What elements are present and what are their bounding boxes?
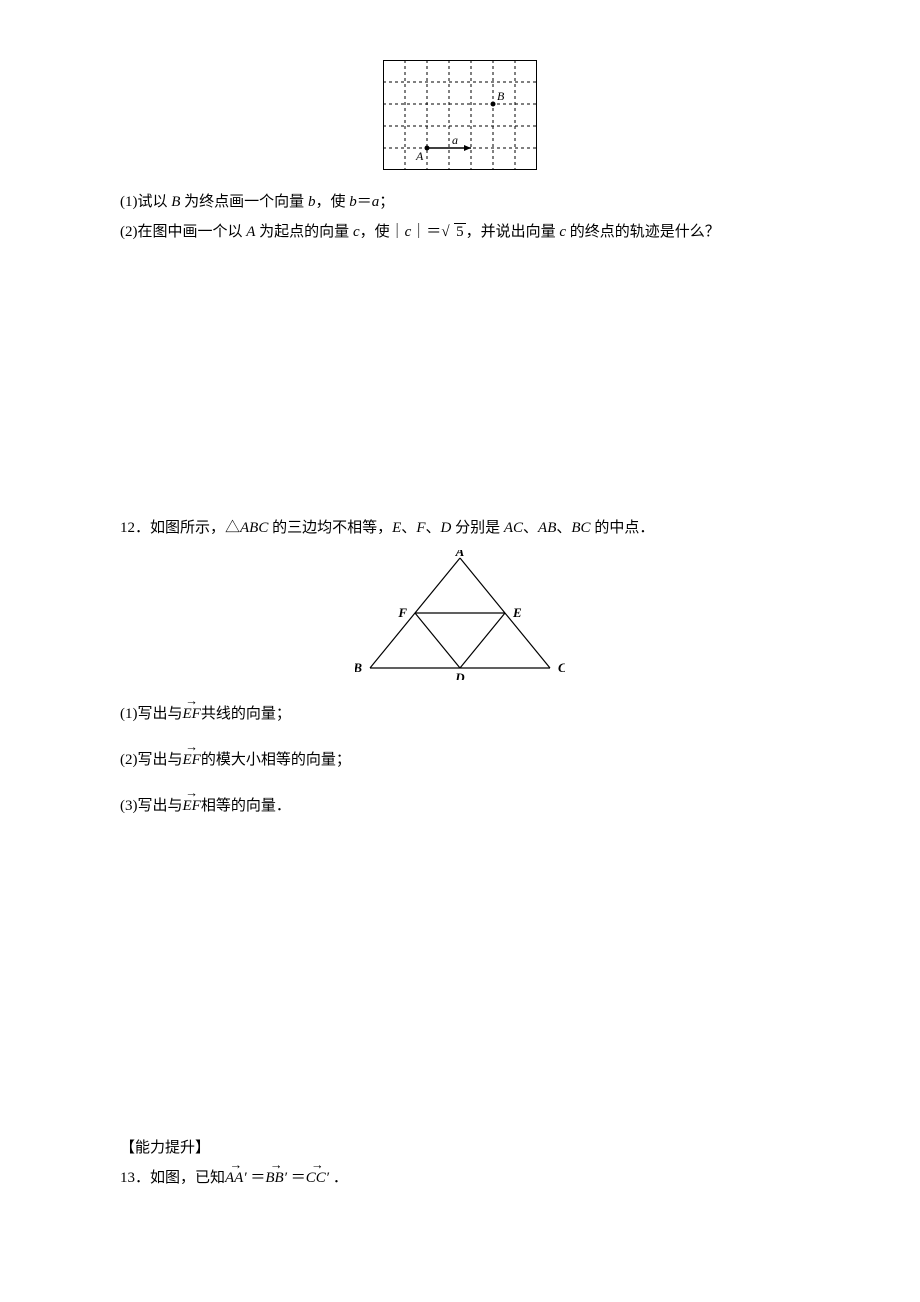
text: 分别是 [451,520,504,536]
spacer [120,250,800,510]
text: ，使 [315,194,349,210]
svg-text:A: A [455,550,465,559]
text: ，并说出向量 [466,224,560,240]
text: 的终点的轨迹是什么？ [566,224,720,240]
vector-EF: →EF [183,702,201,726]
text: 、 [401,520,416,536]
var-D: D [441,520,452,536]
var-b: b [349,194,357,210]
svg-text:B: B [497,89,505,103]
vector-EF: →EF [183,794,201,818]
q12-part2: (2)写出与→EF的模大小相等的向量； [120,748,800,772]
svg-text:F: F [397,605,407,620]
svg-text:A: A [415,149,424,163]
text: (2)在图中画一个以 [120,224,246,240]
text: 的三边均不相等， [268,520,392,536]
var-ABC: ABC [240,520,268,536]
svg-text:D: D [454,670,465,680]
var-AC: AC [504,520,523,536]
text: 为起点的向量 [255,224,353,240]
q12-heading: 12．如图所示，△ABC 的三边均不相等，E、F、D 分别是 AC、AB、BC … [120,516,800,540]
q-grid-part2: (2)在图中画一个以 A 为起点的向量 c，使｜c｜＝5，并说出向量 c 的终点… [120,220,800,244]
figure-grid: A Ba [120,60,800,178]
text: 、 [425,520,440,536]
figure-triangle: A B C D E F [120,550,800,688]
page: ABa (1)试以 B 为终点画一个向量 b，使 b＝a； (2)在图中画一个以… [0,0,920,1190]
text: ｜＝ [411,224,441,240]
var-BC: BC [571,520,590,536]
section-title: 【能力提升】 [120,1140,210,1156]
text: (2)写出与 [120,752,183,768]
text: 的中点． [591,520,655,536]
grid-diagram: A Ba [383,60,537,170]
text: ，使｜ [360,224,405,240]
text: (1)写出与 [120,706,183,722]
text: 12．如图所示，△ [120,520,240,536]
spacer [120,824,800,1124]
text: (3)写出与 [120,798,183,814]
var-c: c [353,224,360,240]
text: 的模大小相等的向量； [201,752,351,768]
triangle-diagram: A B C D E F [355,550,565,680]
var-c: c [559,224,566,240]
text: 共线的向量； [201,706,291,722]
var-E: E [392,520,401,536]
q13-heading: 13．如图，已知→AA′ ＝→BB′ ＝→CC′ ． [120,1166,800,1190]
text: ． [329,1170,348,1186]
text: ＝ [287,1170,306,1186]
q12-part3: (3)写出与→EF相等的向量． [120,794,800,818]
vector-CCprime: →CC′ [306,1166,329,1190]
svg-text:E: E [512,605,522,620]
text: ＝ [247,1170,266,1186]
text: (1)试以 [120,194,171,210]
text: ； [379,194,394,210]
svg-text:C: C [558,660,565,675]
text: 为终点画一个向量 [180,194,308,210]
sqrt-5: 5 [441,220,465,244]
text: 、 [556,520,571,536]
svg-text:a: a [452,133,458,147]
text: 相等的向量． [201,798,291,814]
q12-part1: (1)写出与→EF共线的向量； [120,702,800,726]
vector-EF: →EF [183,748,201,772]
text: 13．如图，已知 [120,1170,225,1186]
text: 、 [523,520,538,536]
svg-text:B: B [355,660,362,675]
vector-BBprime: →BB′ [265,1166,287,1190]
section-heading: 【能力提升】 [120,1136,800,1160]
q-grid-part1: (1)试以 B 为终点画一个向量 b，使 b＝a； [120,190,800,214]
var-AB: AB [538,520,556,536]
vector-AAprime: →AA′ [225,1166,247,1190]
text: ＝ [357,194,372,210]
